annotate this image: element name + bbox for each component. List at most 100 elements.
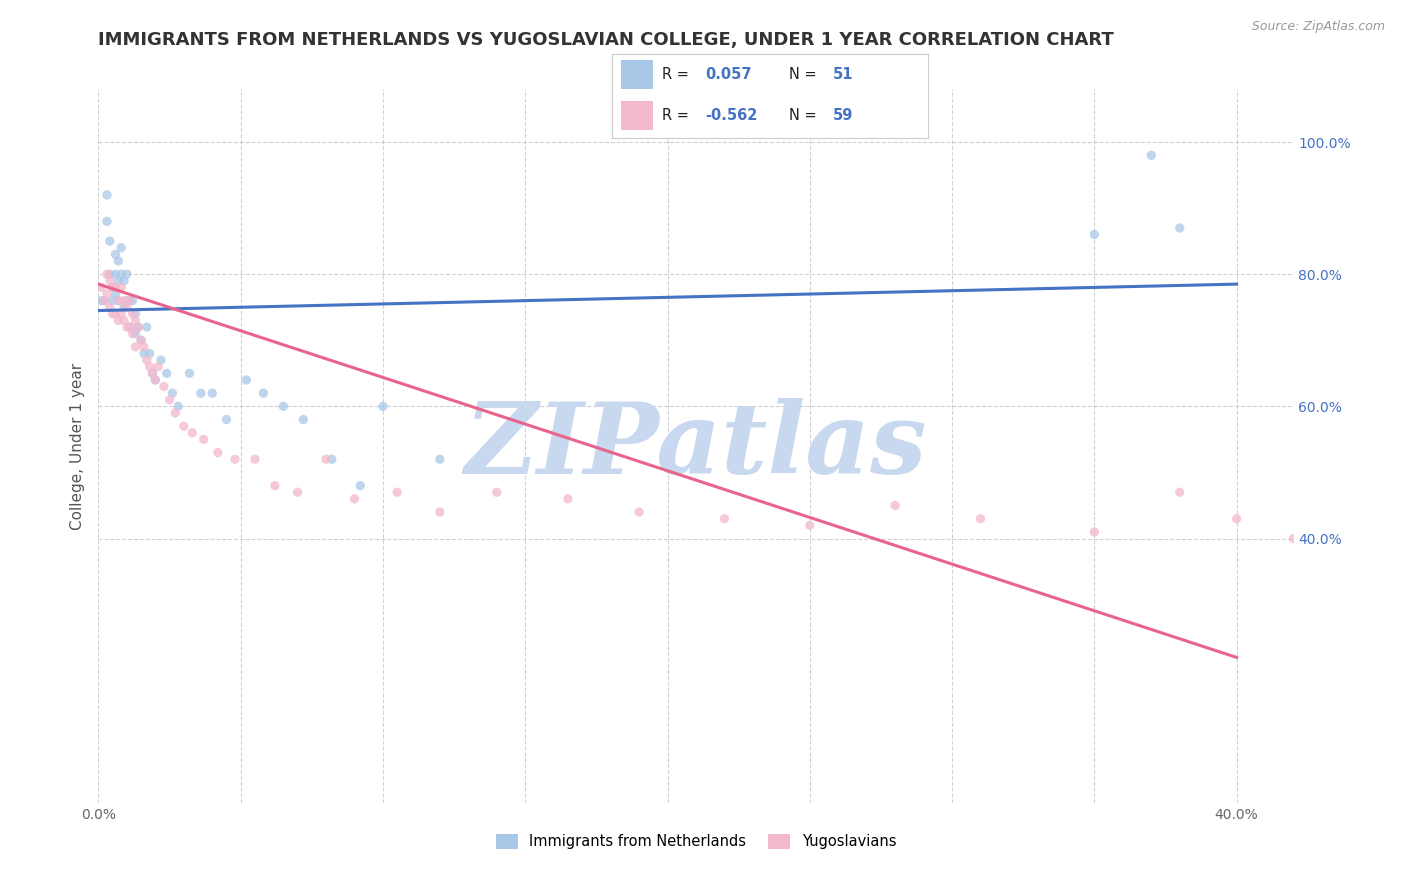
Point [112,300,135,314]
Point [118,320,141,334]
Point [252,386,274,401]
Legend: Immigrants from Netherlands, Yugoslavians: Immigrants from Netherlands, Yugoslavian… [496,834,896,849]
Point [150,353,173,368]
Point [96,287,118,301]
Point [153,379,176,393]
Point [173,419,195,434]
Point [121,293,143,308]
Point [141,367,163,381]
Point [628,505,651,519]
Point [90,293,112,308]
Point [167,400,190,414]
Point [110,307,132,321]
Point [110,280,132,294]
Point [215,412,238,426]
Point [101,280,124,294]
Text: R =: R = [662,108,689,123]
Point [110,267,132,281]
Point [90,280,112,294]
Point [115,293,138,308]
Point [138,346,160,360]
Point [101,293,124,308]
Point [98,300,121,314]
Point [884,499,907,513]
Point [343,491,366,506]
Text: ZIPatlas: ZIPatlas [465,398,927,494]
Text: 0.057: 0.057 [704,67,751,82]
Point [118,293,141,308]
Point [118,293,141,308]
Point [371,400,394,414]
Point [273,400,295,414]
Point [165,406,187,420]
Point [429,505,451,519]
Point [1083,227,1105,242]
Point [96,267,118,281]
Point [107,293,129,308]
Point [107,254,129,268]
Point [148,359,170,374]
Point [713,511,735,525]
Point [107,293,129,308]
Point [190,386,212,401]
Point [1282,532,1305,546]
Point [132,340,155,354]
Point [112,293,135,308]
Text: N =: N = [789,108,817,123]
Text: IMMIGRANTS FROM NETHERLANDS VS YUGOSLAVIAN COLLEGE, UNDER 1 YEAR CORRELATION CHA: IMMIGRANTS FROM NETHERLANDS VS YUGOSLAVI… [98,31,1114,49]
Point [1226,511,1249,525]
Point [96,214,118,228]
Point [129,333,152,347]
Point [321,452,343,467]
Point [98,274,121,288]
Point [385,485,409,500]
Bar [621,101,652,130]
Point [143,373,166,387]
Point [104,287,127,301]
Point [93,293,115,308]
Text: -0.562: -0.562 [704,108,758,123]
Point [159,392,181,407]
Point [124,326,146,341]
Point [292,412,315,426]
Point [104,280,127,294]
Point [969,511,991,525]
Point [207,445,229,459]
Point [112,313,135,327]
Text: 51: 51 [832,67,853,82]
Point [121,326,143,341]
Point [557,491,579,506]
Point [135,353,157,368]
Text: 59: 59 [832,108,853,123]
Point [138,359,160,374]
Point [104,247,127,261]
Point [1168,485,1191,500]
Point [135,320,157,334]
Point [1140,148,1163,162]
Point [129,333,152,347]
Point [1083,524,1105,539]
Point [429,452,451,467]
Point [162,386,184,401]
Point [115,320,138,334]
Text: Source: ZipAtlas.com: Source: ZipAtlas.com [1251,20,1385,33]
Point [107,313,129,327]
Point [121,307,143,321]
Point [127,320,149,334]
Point [101,307,124,321]
Point [181,425,204,440]
Point [156,367,179,381]
Point [104,307,127,321]
Point [235,373,257,387]
Point [98,234,121,248]
Point [201,386,224,401]
Point [1368,657,1391,671]
Point [93,293,115,308]
Point [193,433,215,447]
Point [349,478,371,492]
Point [143,373,166,387]
Point [243,452,266,467]
Point [287,485,309,500]
Point [104,267,127,281]
Point [118,320,141,334]
